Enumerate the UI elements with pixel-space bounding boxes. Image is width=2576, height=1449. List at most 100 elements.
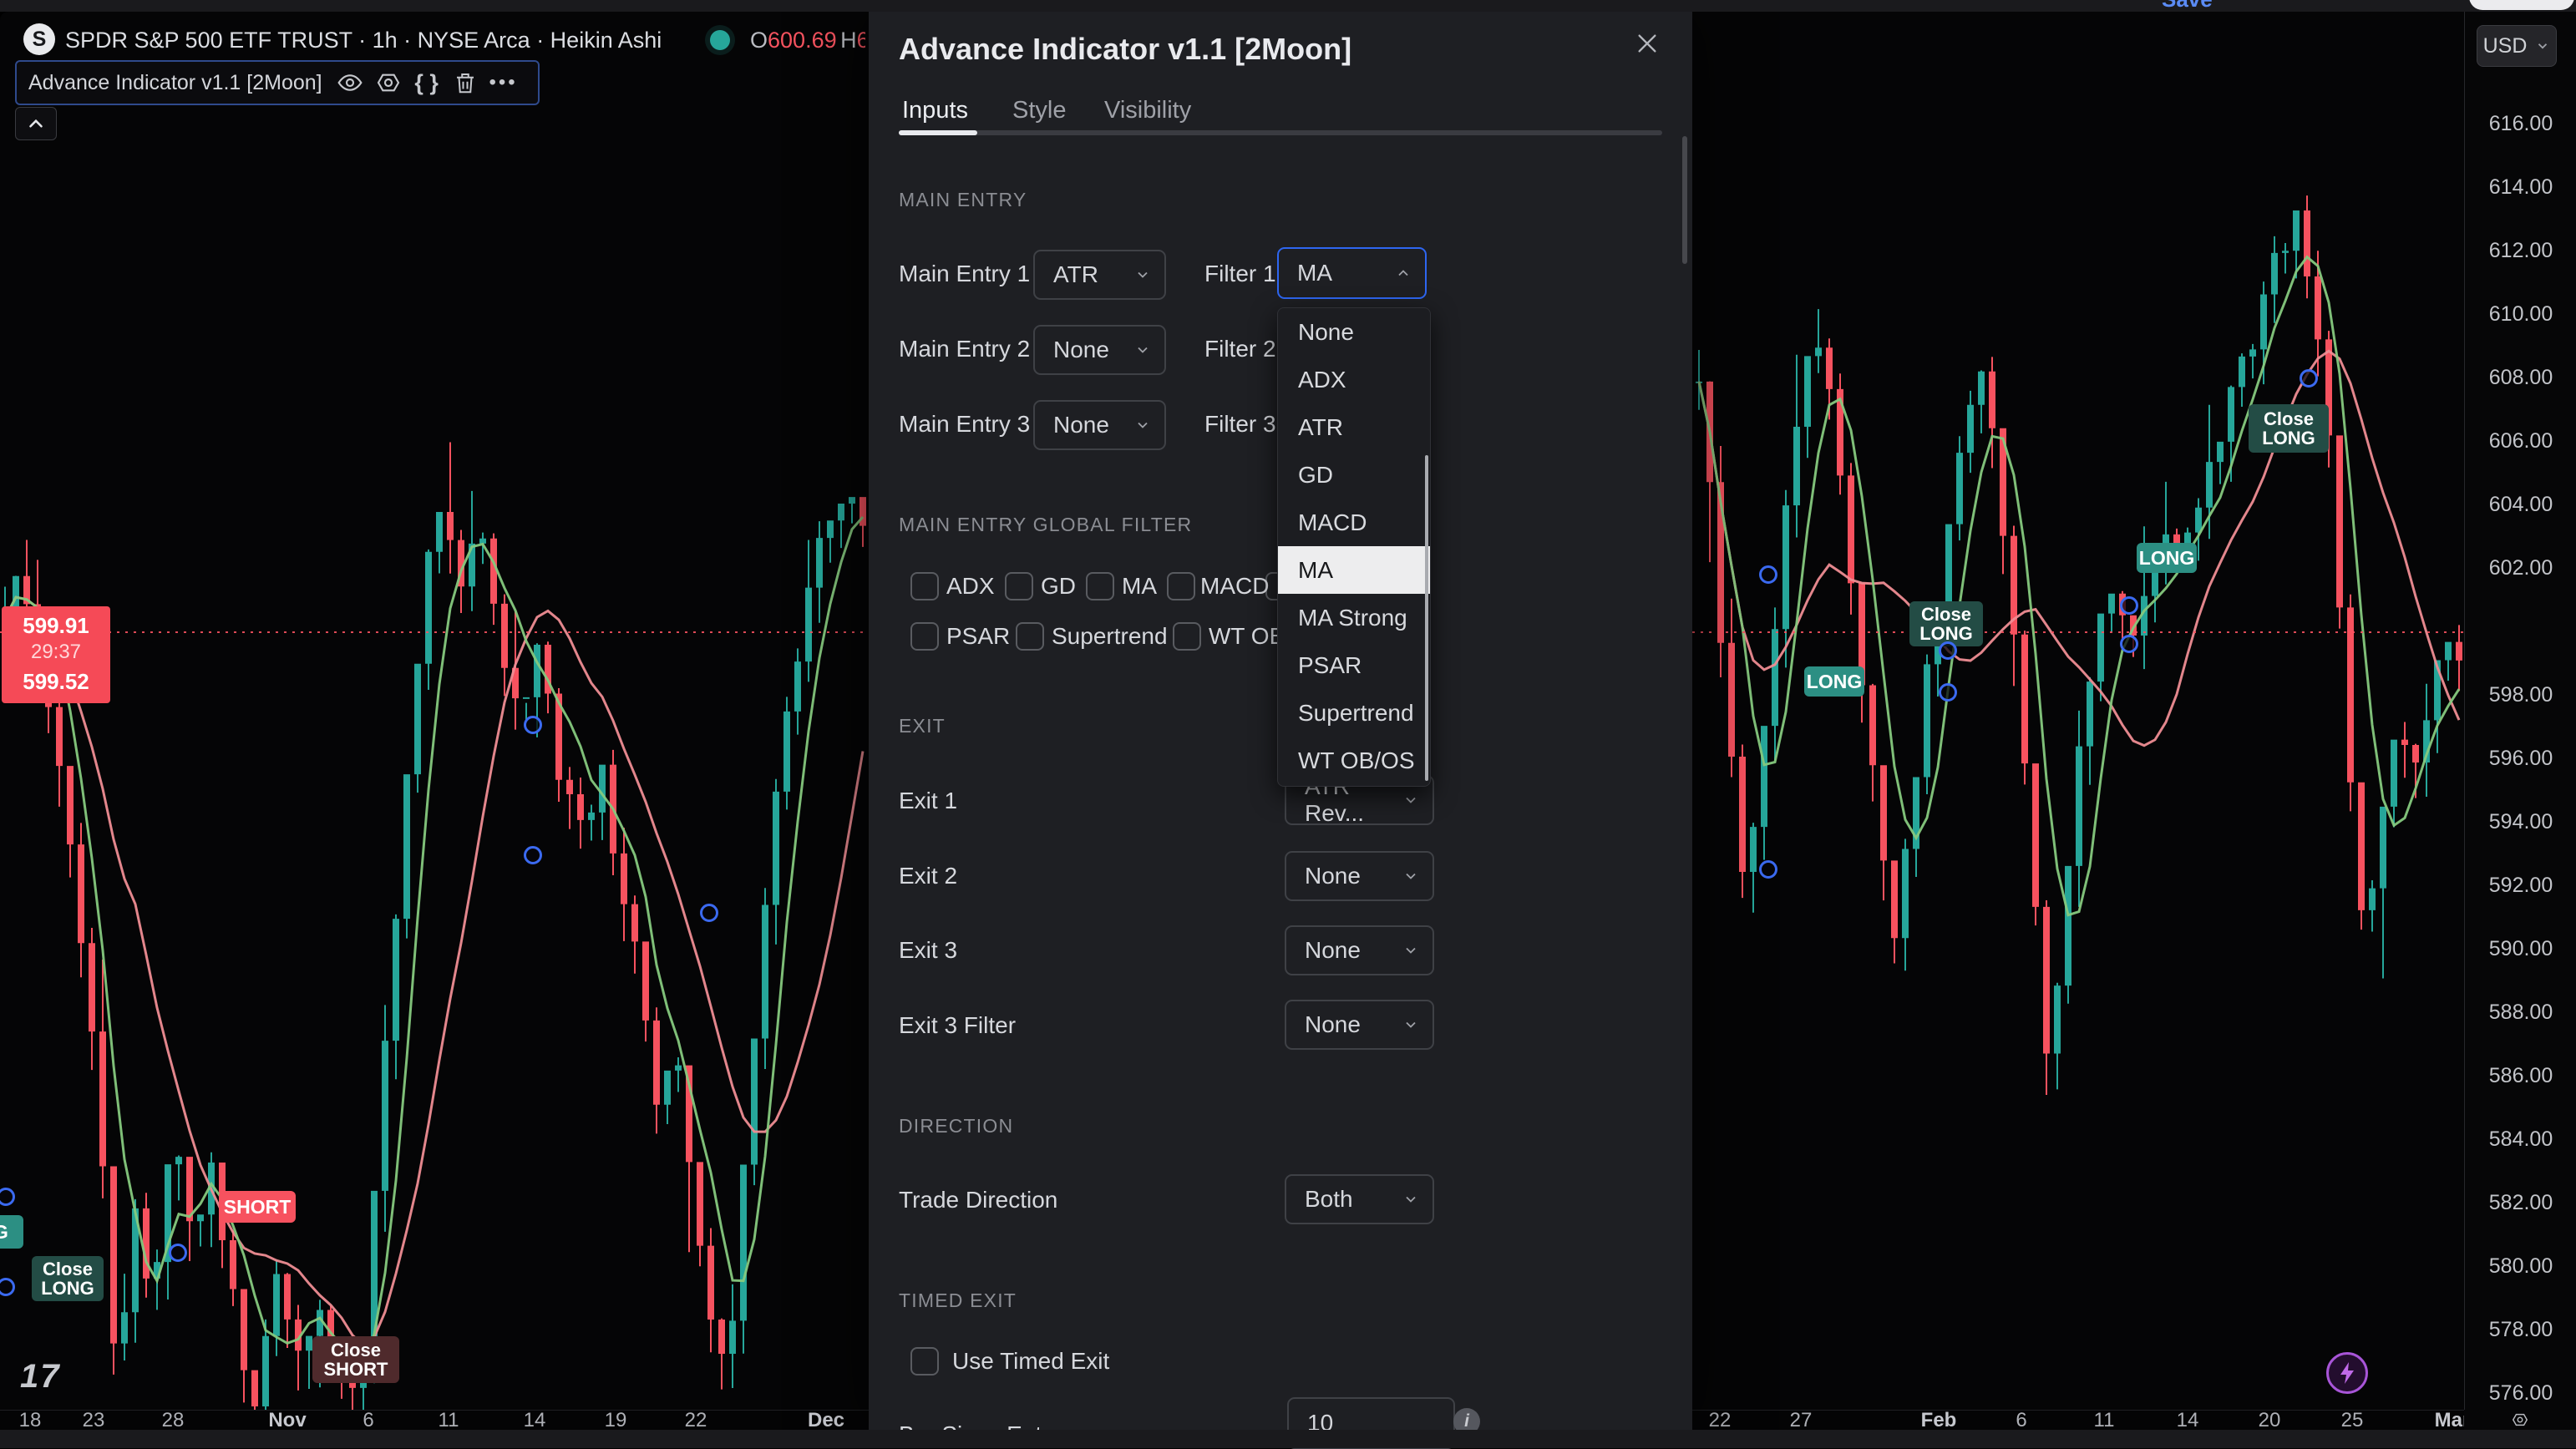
right-candlestick-chart[interactable] bbox=[1692, 12, 2464, 1430]
indicator-legend[interactable]: Advance Indicator v1.1 [2Moon] { } ••• bbox=[15, 60, 540, 105]
exit-3-filter-label: Exit 3 Filter bbox=[899, 1012, 1017, 1038]
checkbox-wt-ob-os[interactable] bbox=[1173, 622, 1201, 651]
time-axis-label: 20 bbox=[2258, 1410, 2281, 1431]
axis-settings-corner[interactable] bbox=[2464, 1410, 2576, 1430]
checkbox-label-gd: GD bbox=[1041, 573, 1076, 599]
trade-badge-long: G bbox=[0, 1215, 23, 1249]
dropdown-option-adx[interactable]: ADX bbox=[1298, 366, 1346, 393]
exit-2-value: None bbox=[1305, 863, 1361, 889]
price-axis-label: 576.00 bbox=[2488, 1381, 2553, 1405]
chevron-down-icon bbox=[1134, 417, 1151, 433]
filter-1-dropdown-list[interactable]: None ADX ATR GD MACD MA MA Strong PSAR Supertren… bbox=[1277, 307, 1431, 787]
more-icon[interactable]: ••• bbox=[489, 71, 518, 94]
chevron-down-icon bbox=[1402, 1191, 1419, 1208]
main-entry-3-select[interactable]: None bbox=[1033, 400, 1166, 450]
tab-underline-active bbox=[899, 130, 977, 135]
checkbox-gd[interactable] bbox=[1005, 572, 1033, 600]
time-axis-label: Dec bbox=[807, 1410, 845, 1431]
drag-point-marker bbox=[1939, 641, 1957, 660]
bottom-chrome-strip bbox=[0, 1430, 2576, 1448]
chevron-down-icon bbox=[1134, 266, 1151, 283]
tab-inputs[interactable]: Inputs bbox=[902, 97, 968, 124]
dropdown-option-macd[interactable]: MACD bbox=[1298, 509, 1367, 535]
pane-collapse-button[interactable] bbox=[15, 107, 57, 140]
left-candlestick-chart[interactable] bbox=[0, 12, 869, 1430]
time-axis-label: 27 bbox=[1789, 1410, 1813, 1431]
trade-direction-select[interactable]: Both bbox=[1285, 1174, 1434, 1224]
checkbox-adx[interactable] bbox=[910, 572, 939, 600]
checkbox-label-psar: PSAR bbox=[946, 623, 1011, 649]
dropdown-option-psar[interactable]: PSAR bbox=[1298, 651, 1362, 678]
chevron-down-icon bbox=[1402, 942, 1419, 959]
dialog-scrollbar[interactable] bbox=[1682, 136, 1687, 264]
dropdown-scrollbar[interactable] bbox=[1425, 455, 1428, 781]
price-axis-label: 596.00 bbox=[2488, 747, 2553, 770]
currency-selector[interactable]: USD bbox=[2477, 25, 2557, 67]
tab-style[interactable]: Style bbox=[1012, 97, 1067, 124]
tab-visibility[interactable]: Visibility bbox=[1104, 97, 1192, 124]
time-axis-label: 18 bbox=[18, 1410, 42, 1431]
dropdown-option-ma[interactable]: MA bbox=[1278, 546, 1430, 594]
checkbox-label-macd: MACD bbox=[1200, 573, 1270, 599]
price-axis-label: 614.00 bbox=[2488, 175, 2553, 199]
price-axis-label: 582.00 bbox=[2488, 1191, 2553, 1214]
main-entry-1-select[interactable]: ATR bbox=[1033, 250, 1166, 300]
section-header-exit: EXIT bbox=[899, 715, 946, 737]
main-entry-1-value: ATR bbox=[1053, 261, 1098, 287]
price-axis[interactable]: USD 616.00 614.00 612.00 610.00 608.00 606.00… bbox=[2464, 12, 2576, 1430]
chevron-up-icon bbox=[1395, 265, 1412, 281]
time-axis-label: 6 bbox=[363, 1410, 374, 1431]
current-price-badge: 599.91 29:37 599.52 bbox=[2, 606, 110, 703]
use-timed-exit-checkbox[interactable] bbox=[910, 1347, 939, 1376]
axis-settings-icon[interactable] bbox=[2509, 1411, 2531, 1429]
drag-point-marker bbox=[0, 1188, 15, 1206]
section-header-global-filter: MAIN ENTRY GLOBAL FILTER bbox=[899, 514, 1193, 535]
drag-point-marker bbox=[1759, 860, 1777, 879]
time-axis-label: Nov bbox=[268, 1410, 307, 1431]
price-axis-label: 602.00 bbox=[2488, 556, 2553, 580]
save-button[interactable]: Save bbox=[2162, 0, 2213, 12]
checkbox-psar[interactable] bbox=[910, 622, 939, 651]
trade-direction-label: Trade Direction bbox=[899, 1187, 1058, 1213]
trade-badge-long: LONG bbox=[2137, 543, 2197, 573]
time-axis-label: 25 bbox=[2340, 1410, 2364, 1431]
connection-status-dot bbox=[710, 30, 730, 50]
time-axis-label: 23 bbox=[82, 1410, 105, 1431]
source-code-icon[interactable]: { } bbox=[414, 69, 439, 95]
checkbox-ma[interactable] bbox=[1086, 572, 1114, 600]
bar-countdown: 29:37 bbox=[30, 641, 82, 663]
dropdown-option-ma-strong[interactable]: MA Strong bbox=[1298, 604, 1407, 631]
price-axis-label: 598.00 bbox=[2488, 683, 2553, 707]
close-icon[interactable] bbox=[1627, 23, 1667, 63]
main-entry-2-select[interactable]: None bbox=[1033, 325, 1166, 375]
time-axis-label: 22 bbox=[684, 1410, 707, 1431]
chevron-down-icon bbox=[1402, 1016, 1419, 1033]
symbol-title[interactable]: SPDR S&P 500 ETF TRUST · 1h · NYSE Arca … bbox=[65, 28, 662, 53]
filter-1-label: Filter 1 bbox=[1204, 261, 1276, 286]
dropdown-option-none[interactable]: None bbox=[1298, 318, 1354, 345]
dropdown-option-gd[interactable]: GD bbox=[1298, 461, 1333, 488]
price-axis-label: 592.00 bbox=[2488, 874, 2553, 897]
exit-3-filter-select[interactable]: None bbox=[1285, 1000, 1434, 1050]
eye-icon[interactable] bbox=[331, 68, 369, 98]
checkbox-macd[interactable] bbox=[1167, 572, 1195, 600]
drag-point-marker bbox=[524, 716, 542, 734]
exit-3-select[interactable]: None bbox=[1285, 925, 1434, 975]
exit-2-label: Exit 2 bbox=[899, 863, 958, 889]
indicator-name: Advance Indicator v1.1 [2Moon] bbox=[28, 70, 322, 94]
dropdown-option-wt-ob-os[interactable]: WT OB/OS bbox=[1298, 747, 1415, 773]
price-axis-label: 588.00 bbox=[2488, 1001, 2553, 1024]
time-axis-label: 11 bbox=[2093, 1410, 2115, 1431]
checkbox-supertrend[interactable] bbox=[1016, 622, 1044, 651]
price-axis-label: 612.00 bbox=[2488, 239, 2553, 262]
exit-1-label: Exit 1 bbox=[899, 788, 958, 813]
filter-1-select[interactable]: MA bbox=[1277, 247, 1427, 299]
exit-2-select[interactable]: None bbox=[1285, 851, 1434, 901]
dropdown-option-supertrend[interactable]: Supertrend bbox=[1298, 699, 1414, 726]
checkbox-label-supertrend: Supertrend bbox=[1052, 623, 1168, 649]
settings-icon[interactable] bbox=[369, 68, 408, 98]
dropdown-option-atr[interactable]: ATR bbox=[1298, 413, 1343, 440]
delete-icon[interactable] bbox=[446, 68, 484, 98]
price-axis-label: 606.00 bbox=[2488, 429, 2553, 453]
boost-lightning-icon[interactable] bbox=[2326, 1352, 2368, 1394]
